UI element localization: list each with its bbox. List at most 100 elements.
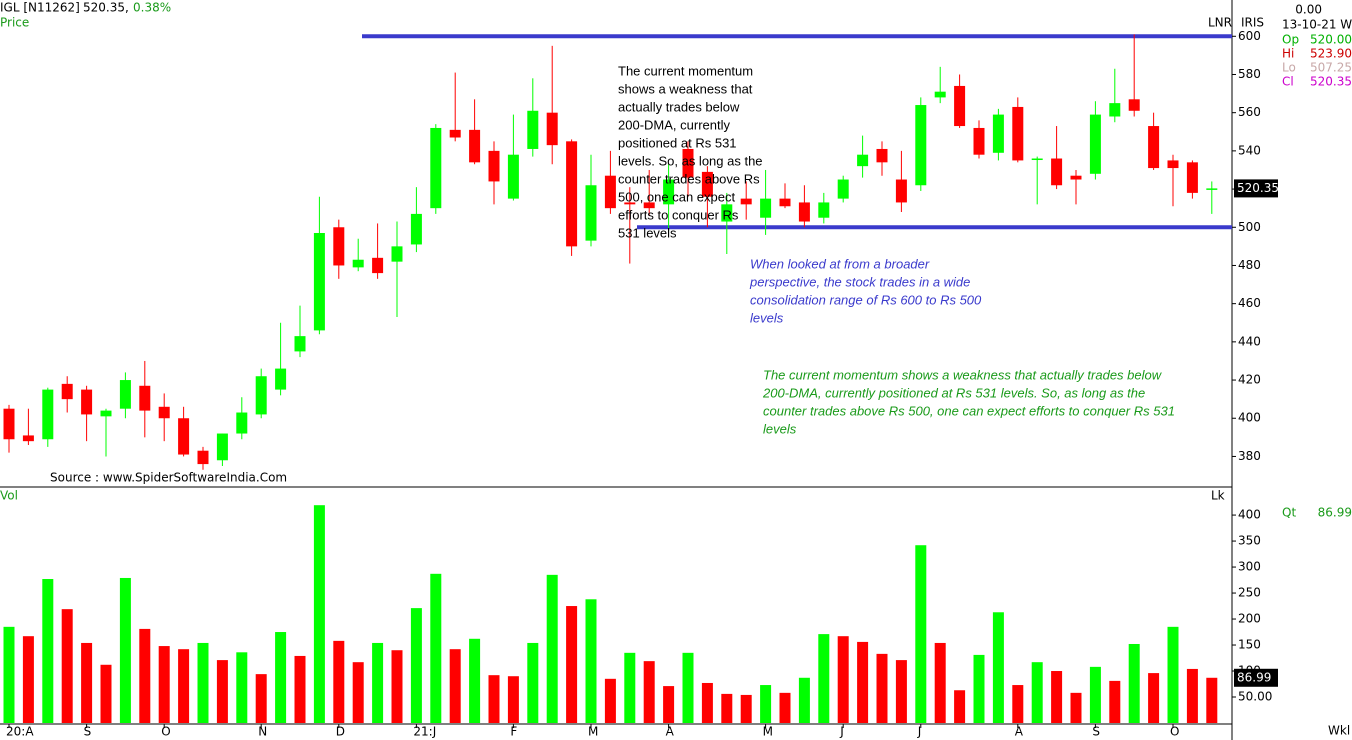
volume-bar: [469, 638, 481, 723]
annotation-line: levels: [750, 310, 784, 325]
candle-body: [100, 410, 112, 417]
candle-body: [216, 433, 228, 461]
candle-body: [119, 380, 131, 409]
annotation-line: levels: [763, 421, 797, 436]
x-tick-label: M: [763, 725, 773, 739]
candle-body: [1051, 158, 1063, 186]
volume-tick-label: 350: [1238, 534, 1261, 548]
candle-body: [236, 412, 248, 434]
volume-bar: [566, 606, 578, 723]
annotation-line: 531 levels: [618, 225, 677, 240]
x-tick-label: 21:J: [413, 725, 436, 739]
candle-body: [1089, 114, 1101, 174]
volume-bar: [934, 642, 946, 723]
volume-bar: [740, 694, 752, 723]
candle-body: [507, 154, 519, 199]
volume-bar: [42, 579, 54, 723]
candle-body: [1206, 188, 1218, 190]
volume-tick-label: 400: [1238, 508, 1261, 522]
volume-bar: [663, 686, 675, 723]
candle-body: [740, 198, 752, 205]
volume-bar: [1012, 685, 1024, 723]
volume-bar: [1206, 677, 1218, 723]
annotation-line: positioned at Rs 531: [618, 135, 737, 150]
candle-body: [81, 389, 93, 415]
candle-body: [954, 85, 966, 127]
volume-bar: [236, 652, 248, 723]
candle-body: [818, 202, 830, 218]
price-tag-box: [1234, 179, 1278, 198]
annotation-line: When looked at from a broader: [750, 256, 930, 271]
info-value: 0.00: [1295, 3, 1322, 17]
candle-body: [857, 154, 869, 167]
volume-bar: [255, 674, 267, 723]
volume-bar: [81, 642, 93, 723]
candle-body: [1167, 160, 1179, 169]
candle-body: [992, 114, 1004, 153]
candle-body: [333, 227, 345, 266]
y-tick-label: 580: [1238, 67, 1261, 81]
annotation-line: The current momentum: [618, 63, 753, 78]
volume-bar: [410, 608, 422, 723]
candle-body: [410, 213, 422, 245]
volume-bar: [178, 649, 190, 723]
y-tick-label: 440: [1238, 334, 1261, 348]
annotation-line: 500, one can expect: [618, 189, 735, 204]
candle-body: [255, 376, 267, 415]
volume-bar: [1148, 673, 1160, 723]
info-value: 507.25: [1310, 61, 1352, 75]
candle-body: [22, 435, 34, 442]
candle-body: [604, 175, 616, 209]
info-value: 520.00: [1310, 33, 1352, 47]
volume-bar: [1070, 692, 1082, 723]
volume-bar: [585, 599, 597, 723]
volume-bar: [313, 505, 325, 723]
volume-bar: [1186, 668, 1198, 723]
info-label: Op: [1282, 33, 1299, 47]
candle-body: [721, 204, 733, 222]
y-tick-label: 560: [1238, 105, 1261, 119]
qt-value: 86.99: [1318, 506, 1352, 520]
candle-body: [876, 148, 888, 163]
volume-bar: [604, 678, 616, 723]
volume-bar: [488, 675, 500, 723]
volume-bar: [973, 654, 985, 723]
candle-body: [1186, 162, 1198, 193]
volume-tick-label: 50.00: [1238, 690, 1272, 704]
candle-body: [1031, 158, 1043, 161]
volume-bar: [22, 636, 34, 723]
y-tick-label: 500: [1238, 220, 1261, 234]
candle-body: [701, 171, 713, 197]
volume-bar: [643, 661, 655, 723]
volume-bar: [818, 634, 830, 723]
candle-body: [973, 127, 985, 155]
volume-bar: [430, 573, 442, 723]
candle-body: [915, 105, 927, 186]
info-label: Hi: [1282, 47, 1294, 61]
candle-body: [643, 202, 655, 209]
volume-bar: [1051, 671, 1063, 723]
volume-bar: [624, 652, 636, 723]
annotation-line: perspective, the stock trades in a wide: [749, 274, 970, 289]
candle-body: [352, 259, 364, 268]
candle-body: [624, 202, 636, 205]
volume-bar: [895, 660, 907, 723]
candle-body: [294, 336, 306, 352]
volume-unit: Lk: [1211, 489, 1225, 503]
volume-bar: [139, 628, 151, 723]
x-tick-label: F: [510, 725, 517, 739]
x-tick-label: D: [336, 725, 345, 739]
info-value: 523.90: [1310, 47, 1352, 61]
price-label: Price: [0, 16, 29, 30]
annotation-line: counter trades above Rs: [618, 171, 760, 186]
y-tick-label: 600: [1238, 29, 1261, 43]
volume-bar: [779, 692, 791, 723]
change: 0.38%: [133, 1, 171, 15]
candle-body: [3, 408, 15, 440]
volume-tick-label: 300: [1238, 560, 1261, 574]
candle-body: [1070, 175, 1082, 180]
x-tick-label: S: [84, 725, 92, 739]
volume-bar: [119, 577, 131, 723]
candle-body: [313, 232, 325, 331]
candle-body: [178, 418, 190, 455]
